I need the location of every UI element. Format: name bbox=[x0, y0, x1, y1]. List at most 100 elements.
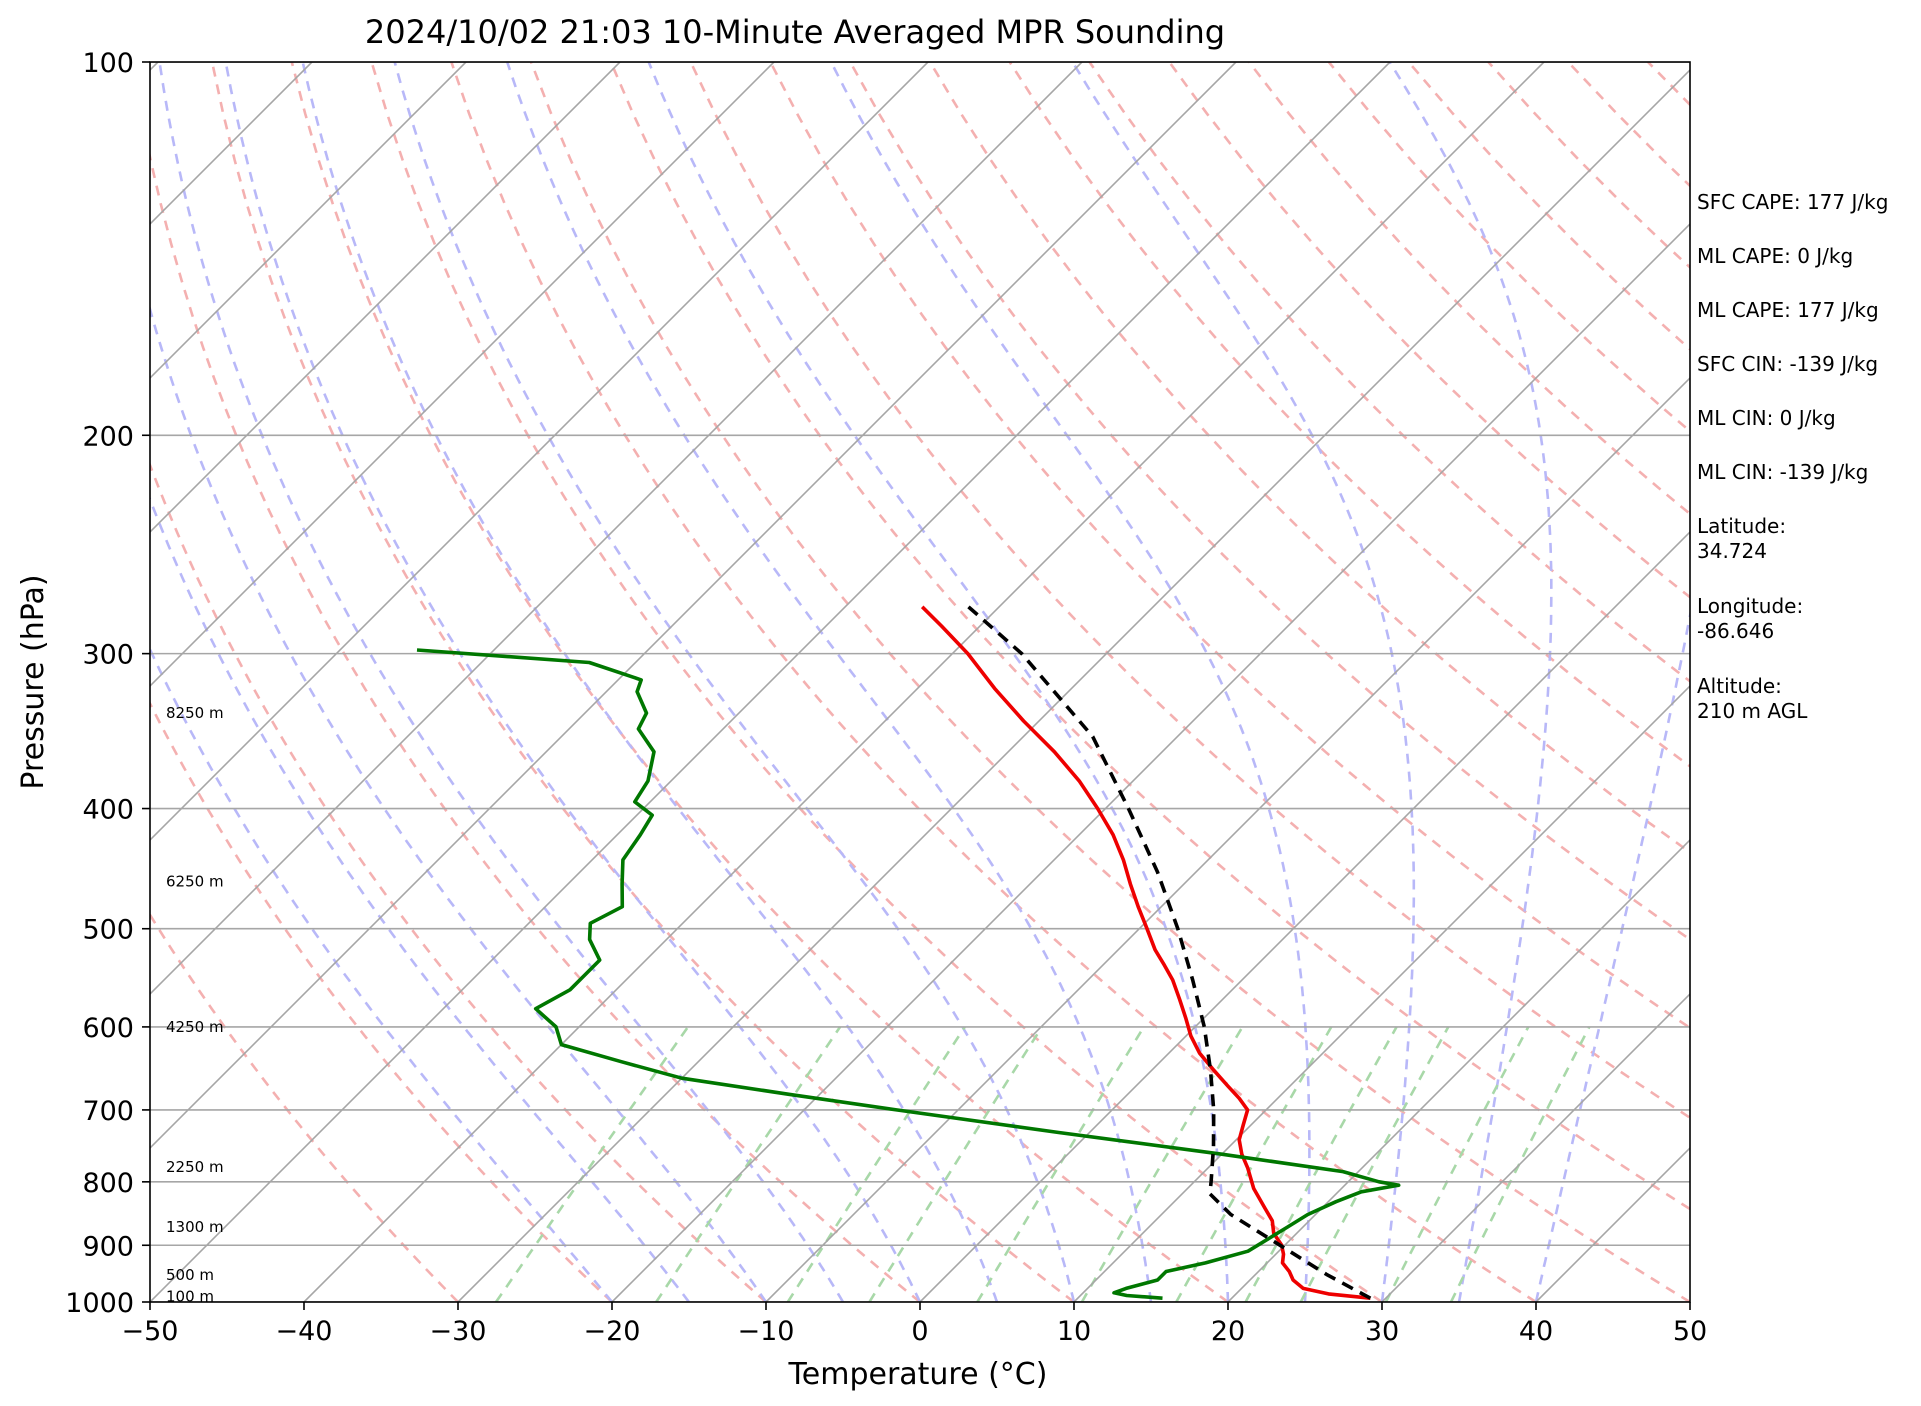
sounding-index-text: Longitude: -86.646 bbox=[1697, 594, 1804, 643]
sounding-index-text: SFC CAPE: 177 J/kg bbox=[1697, 190, 1889, 214]
sounding-index-text: Latitude: 34.724 bbox=[1697, 514, 1787, 563]
isotherm-line bbox=[150, 62, 467, 380]
dry-adiabat-line bbox=[210, 62, 1075, 1302]
dewpoint-profile-line bbox=[416, 648, 1401, 1300]
moist-adiabat-line bbox=[224, 62, 922, 1302]
isotherm-line bbox=[611, 222, 1690, 1302]
x-tick-label: 10 bbox=[1057, 1316, 1091, 1347]
height-label: 8250 m bbox=[166, 704, 224, 722]
dry-adiabats bbox=[150, 62, 1690, 1302]
x-tick-label: 50 bbox=[1673, 1316, 1707, 1347]
moist-adiabat-line bbox=[1388, 62, 1553, 1302]
dry-adiabat-line bbox=[290, 62, 1229, 1302]
moist-adiabat-line bbox=[647, 62, 1230, 1302]
pressure-gridlines bbox=[150, 62, 1690, 1302]
dry-adiabat-line bbox=[849, 62, 1690, 942]
x-tick-label: −30 bbox=[430, 1316, 487, 1347]
moist-adiabat-line bbox=[150, 646, 614, 1302]
dry-adiabat-line bbox=[150, 700, 613, 1302]
moist-adiabat-line bbox=[158, 62, 845, 1302]
y-tick-label: 900 bbox=[82, 1231, 134, 1262]
dry-adiabat-line bbox=[1088, 62, 1690, 683]
y-tick-label: 500 bbox=[82, 915, 134, 946]
mixing-ratio-line bbox=[786, 1026, 966, 1302]
sounding-index-text: ML CIN: -139 J/kg bbox=[1697, 460, 1869, 484]
height-label: 100 m bbox=[166, 1288, 214, 1306]
mixing-ratio-line bbox=[1080, 1026, 1244, 1302]
dry-adiabat-line bbox=[450, 62, 1537, 1302]
sounding-index-text: ML CAPE: 177 J/kg bbox=[1697, 298, 1879, 322]
sounding-index-text: SFC CIN: -139 J/kg bbox=[1697, 352, 1879, 376]
isotherm-line bbox=[1073, 684, 1690, 1302]
y-axis-label: Pressure (hPa) bbox=[16, 574, 51, 789]
y-tick-label: 200 bbox=[82, 421, 134, 452]
isotherm-line bbox=[303, 62, 1545, 1302]
moist-adiabats bbox=[150, 62, 1690, 1302]
height-labels: 8250 m 6250 m 4250 m 2250 m 1300 m 500 m 100 m bbox=[166, 704, 224, 1306]
height-label: 4250 m bbox=[166, 1018, 224, 1036]
dry-adiabat-line bbox=[609, 62, 1690, 1211]
chart-title: 2024/10/02 21:03 10-Minute Averaged MPR … bbox=[365, 13, 1225, 51]
moist-adiabat-line bbox=[150, 304, 768, 1302]
dry-adiabat-line bbox=[150, 150, 921, 1302]
mixing-ratio-line bbox=[868, 1026, 1043, 1302]
x-tick-label: −40 bbox=[276, 1316, 333, 1347]
moist-adiabat-line bbox=[1534, 609, 1690, 1302]
temperature-profile-line bbox=[920, 605, 1371, 1300]
plot-frame bbox=[149, 61, 1691, 1303]
dry-adiabat-line bbox=[529, 62, 1690, 1302]
height-label: 2250 m bbox=[166, 1158, 224, 1176]
y-tick-label: 400 bbox=[82, 795, 134, 826]
moist-adiabat-line bbox=[829, 62, 1311, 1302]
y-tick-label: 700 bbox=[82, 1096, 134, 1127]
sounding-index-text: ML CAPE: 0 J/kg bbox=[1697, 244, 1854, 268]
isotherm-line bbox=[1227, 838, 1690, 1302]
y-tick-label: 800 bbox=[82, 1168, 134, 1199]
x-tick-label: −50 bbox=[122, 1316, 179, 1347]
moist-adiabat-line bbox=[1071, 62, 1416, 1302]
isotherm-line bbox=[919, 530, 1690, 1302]
x-axis-label: Temperature (°C) bbox=[788, 1357, 1048, 1392]
isotherm-line bbox=[150, 62, 775, 688]
isotherm-line bbox=[1381, 992, 1690, 1302]
isotherm-line bbox=[150, 62, 1237, 1150]
moist-adiabat-line bbox=[301, 62, 999, 1302]
x-tick-label: −10 bbox=[738, 1316, 795, 1347]
x-tick-label: 20 bbox=[1211, 1316, 1245, 1347]
sounding-index-text: Altitude: 210 m AGL bbox=[1697, 674, 1808, 723]
x-tick-label: 40 bbox=[1519, 1316, 1553, 1347]
dry-adiabat-line bbox=[370, 62, 1383, 1302]
parcel-profile-line bbox=[967, 605, 1372, 1300]
x-tick-label: 0 bbox=[911, 1316, 928, 1347]
y-tick-label: 600 bbox=[82, 1013, 134, 1044]
moist-adiabat-line bbox=[393, 62, 1076, 1302]
x-tick-label: −20 bbox=[584, 1316, 641, 1347]
x-tick-label: 30 bbox=[1365, 1316, 1399, 1347]
isotherm-line bbox=[0, 62, 4, 1302]
sounding-series bbox=[416, 605, 1401, 1300]
sounding-index-text: ML CIN: 0 J/kg bbox=[1697, 406, 1836, 430]
mixing-ratio-line bbox=[494, 1026, 690, 1302]
plot-area bbox=[0, 62, 1690, 1302]
height-label: 500 m bbox=[166, 1266, 214, 1284]
isotherm-line bbox=[150, 62, 1083, 996]
isotherms bbox=[0, 62, 1690, 1302]
isotherm-line bbox=[457, 68, 1690, 1302]
x-axis-ticks: −50 −40 −30 −20 −10 0 10 20 30 40 50 bbox=[122, 1302, 1707, 1347]
height-label: 1300 m bbox=[166, 1218, 224, 1236]
moist-adiabat-line bbox=[505, 62, 1153, 1302]
y-tick-label: 1000 bbox=[65, 1288, 134, 1319]
isotherm-line bbox=[150, 62, 1391, 1302]
dry-adiabat-line bbox=[150, 912, 459, 1302]
y-tick-label: 100 bbox=[82, 48, 134, 79]
isotherm-line bbox=[150, 62, 621, 534]
dry-adiabat-line bbox=[689, 62, 1690, 1120]
moist-adiabat-line bbox=[150, 495, 691, 1302]
y-tick-label: 300 bbox=[82, 640, 134, 671]
mixing-ratio-lines bbox=[494, 1026, 1591, 1302]
height-label: 6250 m bbox=[166, 872, 224, 890]
isotherm-line bbox=[765, 376, 1690, 1302]
mixing-ratio-line bbox=[655, 1026, 842, 1302]
y-axis-ticks: 100 200 300 400 500 600 700 800 900 1000 bbox=[65, 48, 150, 1319]
